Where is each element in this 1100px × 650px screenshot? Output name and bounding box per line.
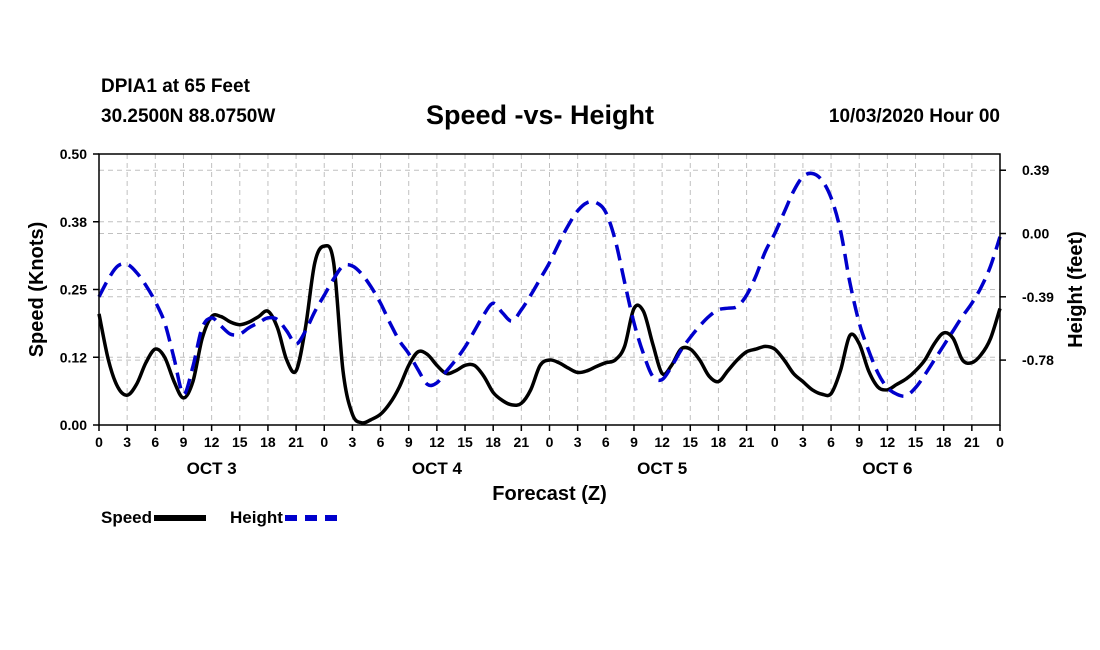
day-labels: OCT 3 OCT 4 OCT 5 OCT 6 — [187, 459, 913, 478]
x-tick-label: 15 — [232, 434, 248, 450]
x-tick-label: 0 — [320, 434, 328, 450]
x-tick-label: 18 — [485, 434, 501, 450]
day-label: OCT 4 — [412, 459, 463, 478]
x-tick-label: 15 — [457, 434, 473, 450]
x-tick-label: 12 — [654, 434, 670, 450]
x-tick-label: 12 — [880, 434, 896, 450]
legend-speed: Speed — [101, 508, 207, 528]
x-axis-ticks: 0 3 6 9 12 15 18 21 0 3 6 9 12 15 18 21 0 3 6 9 12 15 18 21 0 3 6 9… — [95, 425, 1004, 450]
data-series — [97, 171, 1002, 425]
x-tick-label: 3 — [799, 434, 807, 450]
x-tick-label: 6 — [827, 434, 835, 450]
y2-tick-label: -0.78 — [1022, 352, 1054, 368]
x-tick-label: 9 — [855, 434, 863, 450]
x-tick-label: 15 — [908, 434, 924, 450]
x-tick-label: 18 — [936, 434, 952, 450]
x-tick-label: 6 — [377, 434, 385, 450]
x-tick-label: 3 — [349, 434, 357, 450]
x-tick-label: 0 — [771, 434, 779, 450]
x-tick-label: 21 — [514, 434, 530, 450]
y-tick-label: 0.50 — [60, 146, 87, 162]
x-tick-label: 0 — [996, 434, 1004, 450]
legend-speed-label: Speed — [101, 508, 153, 527]
y-tick-label: 0.12 — [60, 349, 87, 365]
x-tick-label: 9 — [630, 434, 638, 450]
y2-tick-label: -0.39 — [1022, 289, 1054, 305]
day-label: OCT 6 — [862, 459, 912, 478]
chart-title: Speed -vs- Height — [426, 100, 655, 130]
x-tick-label: 21 — [739, 434, 755, 450]
station-coordinates: 30.2500N 88.0750W — [101, 106, 276, 127]
y-axis-ticks: 0.00 0.12 0.25 0.38 0.50 — [60, 146, 99, 433]
x-tick-label: 0 — [95, 434, 103, 450]
y-axis-label: Speed (Knots) — [26, 222, 48, 358]
x-tick-label: 6 — [602, 434, 610, 450]
x-tick-label: 12 — [429, 434, 445, 450]
legend-height: Height — [230, 508, 337, 528]
y-tick-label: 0.38 — [60, 214, 87, 230]
x-tick-label: 9 — [405, 434, 413, 450]
day-label: OCT 3 — [187, 459, 237, 478]
x-tick-label: 3 — [574, 434, 582, 450]
x-tick-label: 12 — [204, 434, 220, 450]
speed-series-line — [97, 243, 1002, 425]
x-tick-label: 3 — [123, 434, 131, 450]
height-series-line — [97, 171, 1002, 398]
day-label: OCT 5 — [637, 459, 687, 478]
grid-lines — [99, 154, 1000, 425]
y2-axis-ticks: -0.78 -0.39 0.00 0.39 — [1000, 162, 1054, 368]
legend-height-swatch — [284, 515, 337, 521]
x-axis-label: Forecast (Z) — [492, 483, 606, 505]
x-tick-label: 21 — [964, 434, 980, 450]
y-tick-label: 0.00 — [60, 417, 87, 433]
legend-height-label: Height — [230, 508, 283, 527]
y2-tick-label: 0.39 — [1022, 162, 1049, 178]
x-tick-label: 18 — [260, 434, 276, 450]
x-tick-label: 6 — [151, 434, 159, 450]
legend-speed-swatch — [154, 515, 207, 521]
forecast-datetime: 10/03/2020 Hour 00 — [828, 106, 1000, 127]
station-label: DPIA1 at 65 Feet — [101, 76, 250, 97]
x-tick-label: 9 — [180, 434, 188, 450]
y2-axis-label: Height (feet) — [1065, 231, 1087, 348]
x-tick-label: 15 — [682, 434, 698, 450]
y-tick-label: 0.25 — [60, 282, 87, 298]
x-tick-label: 21 — [288, 434, 304, 450]
x-tick-label: 0 — [546, 434, 554, 450]
x-tick-label: 18 — [711, 434, 727, 450]
y2-tick-label: 0.00 — [1022, 226, 1049, 242]
